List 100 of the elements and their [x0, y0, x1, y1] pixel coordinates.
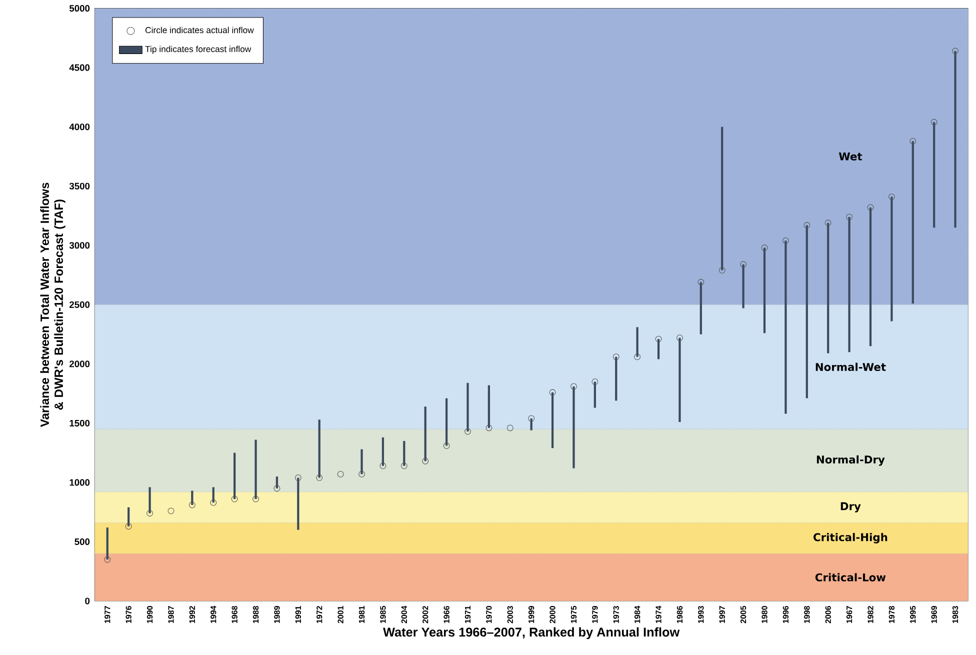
point [506, 424, 514, 432]
y-tick-label: 1500 [70, 420, 90, 426]
point [443, 442, 450, 449]
x-tick-label: 1972 [316, 606, 322, 623]
x-tick-label: 1986 [676, 606, 683, 623]
point [846, 214, 852, 220]
x-tick-label: 1997 [719, 606, 725, 623]
point [549, 389, 556, 396]
x-tick-label: 1978 [888, 606, 895, 623]
x-tick-label: 1995 [910, 606, 916, 623]
point [612, 354, 620, 360]
bar [445, 398, 448, 446]
bar [636, 327, 638, 357]
bar [191, 490, 194, 505]
point [655, 336, 662, 342]
y-axis-title: Variance between Total Water Year Inflows & DWR's Bulletin-120 Forecast (TAF) [40, 182, 66, 427]
y-tick-label: 4500 [69, 64, 90, 71]
point [698, 278, 704, 286]
x-tick-label: 1975 [570, 606, 577, 623]
bar [572, 386, 575, 468]
point [952, 48, 958, 54]
point [804, 222, 810, 228]
bar [784, 240, 787, 414]
point [634, 354, 641, 360]
bar [382, 437, 384, 466]
point [930, 118, 938, 126]
point [188, 502, 196, 508]
point [888, 194, 895, 200]
x-axis-title: Water Years 1966–2007, Ranked by Annual Inflow [383, 627, 680, 640]
x-tick-label: 1991 [295, 606, 301, 623]
band-label: Critical-Low [815, 573, 886, 582]
x-tick-label: 1987 [168, 606, 174, 623]
x-tick-label: 2000 [550, 606, 556, 624]
bar [360, 449, 363, 474]
x-tick-label: 1984 [634, 606, 640, 623]
x-tick-label: 1982 [868, 606, 874, 623]
bar [912, 141, 914, 304]
y-tick-label: 3000 [69, 242, 90, 249]
point [592, 378, 598, 385]
x-tick-label: 2003 [507, 606, 513, 624]
x-tick-label: 2004 [401, 606, 407, 624]
bar [466, 382, 469, 432]
bar [678, 338, 681, 422]
bar [615, 356, 618, 401]
x-tick-label: 1985 [380, 606, 386, 623]
x-tick-label: 1977 [104, 606, 110, 623]
x-tick-label: 1966 [444, 606, 450, 623]
bar [128, 507, 130, 526]
bar [403, 440, 406, 466]
legend-label: Tip indicates forecast inflow [145, 46, 252, 54]
bar [234, 452, 236, 500]
bar [742, 264, 744, 308]
bar [318, 420, 320, 478]
point [782, 237, 789, 244]
y-tick-label: 2000 [70, 360, 90, 368]
bar [148, 487, 151, 514]
point [104, 556, 111, 563]
band-label: Dry [840, 502, 861, 512]
point [528, 415, 535, 422]
x-tick-label: 1971 [464, 606, 471, 623]
point [761, 244, 768, 251]
point [316, 474, 323, 481]
x-tick-label: 2001 [338, 606, 344, 624]
x-tick-label: 1994 [210, 606, 216, 623]
bar [530, 418, 532, 430]
x-tick-label: 1970 [486, 606, 492, 623]
band-label: Critical-High [814, 532, 888, 544]
point [125, 523, 132, 530]
point [910, 138, 916, 144]
point [422, 458, 429, 464]
bar [763, 248, 766, 334]
x-tick-label: 1989 [274, 606, 280, 623]
point [337, 470, 344, 478]
y-tick-label: 3500 [69, 182, 90, 190]
y-tick-label: 1000 [70, 479, 90, 486]
x-tick-label: 1968 [232, 606, 238, 623]
bar [890, 196, 893, 322]
y-tick-label: 0 [85, 598, 90, 604]
x-tick-label: 1979 [592, 606, 598, 623]
point [274, 485, 280, 492]
point [252, 496, 259, 502]
bar [657, 339, 660, 360]
legend-label: Circle indicates actual inflow [145, 26, 254, 34]
bar [721, 126, 724, 270]
point [740, 261, 747, 268]
point [464, 428, 471, 435]
point [210, 499, 217, 506]
bar [297, 478, 300, 530]
bar [106, 527, 108, 560]
bar [827, 222, 830, 354]
point [294, 474, 302, 481]
band-label: Normal-Wet [816, 362, 886, 372]
point [358, 470, 365, 478]
x-tick-label: 1973 [613, 606, 619, 623]
point [824, 220, 832, 226]
bar [954, 50, 956, 228]
x-tick-label: 1983 [952, 606, 958, 623]
x-tick-label: 1996 [782, 606, 789, 623]
x-tick-label: 2005 [740, 606, 746, 624]
y-tick-label: 5000 [69, 5, 90, 12]
